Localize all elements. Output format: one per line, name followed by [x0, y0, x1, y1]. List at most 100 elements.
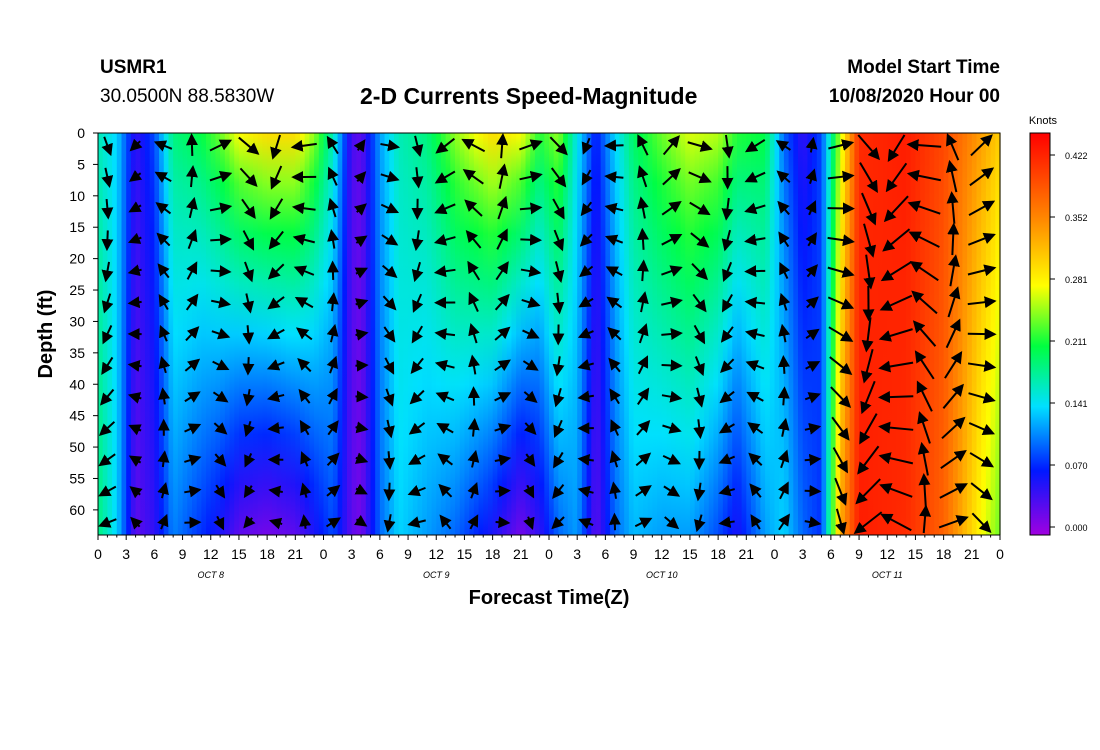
current-arrow [661, 328, 683, 340]
current-arrow [609, 481, 622, 499]
heatmap-column [680, 133, 686, 535]
model-start-value: 10/08/2020 Hour 00 [828, 86, 1000, 107]
heatmap-column [802, 133, 808, 535]
current-arrow [636, 419, 651, 436]
heatmap-column [741, 133, 747, 535]
current-arrow [153, 140, 173, 152]
current-arrow [184, 423, 202, 435]
current-arrow [127, 296, 142, 309]
current-arrow [238, 136, 260, 155]
x-tick-label: 9 [630, 546, 638, 562]
day-label: OCT 11 [872, 570, 903, 580]
current-arrow [694, 514, 706, 533]
heatmap-column [459, 133, 466, 535]
x-tick-label: 15 [457, 546, 473, 562]
x-tick-label: 18 [259, 546, 275, 562]
heatmap-column [426, 133, 433, 535]
current-arrow [832, 447, 848, 474]
heatmap-column [281, 133, 287, 535]
current-arrow [577, 327, 594, 339]
current-arrow [777, 200, 790, 216]
current-arrow [827, 296, 855, 310]
heatmap-column [567, 133, 574, 535]
heatmap-column [511, 133, 517, 535]
current-arrow [578, 296, 594, 308]
x-tick-label: 15 [231, 546, 247, 562]
current-arrow [128, 201, 142, 213]
y-tick-label: 20 [69, 251, 85, 267]
heatmap-column [121, 133, 127, 535]
current-arrow [967, 296, 997, 309]
heatmap-column [318, 133, 325, 535]
current-arrow [880, 513, 912, 532]
current-arrow [380, 170, 400, 183]
heatmap-column [539, 133, 545, 535]
heatmap-column [253, 133, 259, 535]
current-arrow [968, 391, 996, 404]
current-arrow [610, 419, 622, 436]
heatmap-column [962, 133, 968, 535]
current-arrow [213, 453, 227, 467]
current-arrow [383, 482, 396, 502]
heatmap-column [375, 133, 381, 535]
current-arrow [184, 485, 202, 498]
heatmap-column [901, 133, 907, 535]
current-arrow [523, 453, 536, 467]
current-arrow [744, 233, 766, 246]
current-arrow [693, 387, 705, 408]
current-arrow [693, 419, 706, 440]
current-arrow [805, 328, 820, 341]
y-tick-label: 45 [69, 408, 85, 424]
current-arrow [721, 229, 734, 252]
current-arrow [882, 228, 911, 252]
current-arrow [883, 195, 909, 223]
x-tick-label: 21 [739, 546, 755, 562]
current-arrow [101, 293, 114, 314]
heatmap-column [788, 133, 794, 535]
current-arrow [662, 453, 681, 465]
current-arrow [947, 222, 960, 256]
x-tick-label: 6 [601, 546, 609, 562]
current-arrow [127, 232, 142, 244]
current-arrow [636, 227, 649, 250]
current-arrow [298, 388, 311, 404]
current-arrow [494, 293, 510, 311]
current-arrow [129, 486, 143, 499]
heatmap-column [948, 133, 954, 535]
current-arrow [411, 167, 424, 189]
current-arrow [239, 167, 258, 188]
current-arrow [467, 449, 480, 468]
current-arrow [157, 450, 170, 468]
current-arrow [855, 478, 881, 505]
current-arrow [186, 228, 198, 250]
current-arrow [494, 359, 511, 372]
current-arrow [552, 261, 565, 283]
x-tick-label: 0 [996, 546, 1004, 562]
current-arrow [637, 196, 649, 219]
heatmap-column [116, 133, 123, 535]
x-tick-label: 21 [513, 546, 529, 562]
colorbar-tick-label: 0.141 [1065, 399, 1088, 409]
current-arrow [98, 453, 116, 467]
current-arrow [294, 296, 314, 309]
current-arrow [722, 261, 734, 283]
current-arrow [326, 420, 339, 436]
current-arrow [777, 481, 789, 500]
current-arrow [942, 383, 964, 409]
current-arrow [185, 164, 198, 188]
current-arrow [946, 133, 960, 161]
heatmap-column [863, 133, 870, 535]
current-arrow [355, 390, 369, 403]
heatmap-column [483, 133, 489, 535]
current-arrow [637, 291, 649, 313]
current-arrow [299, 514, 312, 529]
heatmap-column [492, 133, 498, 535]
heatmap-column [774, 133, 780, 535]
current-arrow [863, 254, 876, 290]
y-tick-label: 50 [69, 439, 85, 455]
current-arrow [860, 380, 876, 415]
current-arrow [853, 511, 883, 534]
heatmap-column [920, 133, 926, 535]
current-arrow [663, 485, 681, 497]
heatmap-column [628, 133, 635, 535]
